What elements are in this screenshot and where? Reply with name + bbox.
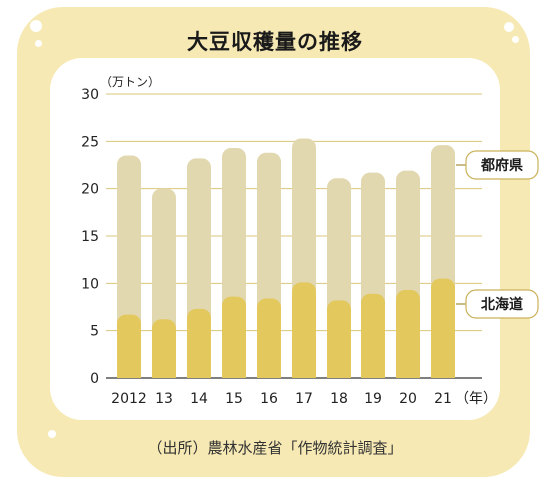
bar-hokkaido-base [187,369,211,378]
decor-dot [504,22,514,32]
bar-hokkaido-base [327,369,351,378]
source-note: （出所）農林水産省「作物統計調査」 [147,439,403,457]
bar-hokkaido [292,282,316,378]
bar-hokkaido-base [222,369,246,378]
x-tick-label: 2012 [111,391,147,407]
bar-hokkaido [257,298,281,378]
x-tick-label: 15 [225,391,243,407]
bars [117,138,455,378]
bar-hokkaido [117,314,141,378]
x-tick-label: 16 [260,391,278,407]
y-tick-label: 25 [81,134,99,150]
y-axis-unit: （万トン） [100,75,160,89]
y-ticks: 0 5 10 15 20 25 30 [81,87,99,387]
y-tick-label: 30 [81,87,99,103]
x-ticks: 2012 13 14 15 16 17 18 19 20 21 [111,391,452,407]
x-tick-label: 20 [399,391,417,407]
decor-dot [48,430,56,438]
bar-hokkaido-base [257,369,281,378]
bar-hokkaido [361,293,385,378]
decor-dot [35,40,42,47]
bar-hokkaido-base [431,369,455,378]
y-tick-label: 5 [90,324,99,340]
bar-hokkaido [327,300,351,378]
x-tick-label: 21 [434,391,452,407]
bar-hokkaido-base [152,369,176,378]
chart-title: 大豆収穫量の推移 [187,30,363,54]
y-tick-label: 10 [81,276,99,292]
decor-dot [30,20,42,32]
x-tick-label: 17 [295,391,313,407]
bar-hokkaido-base [117,369,141,378]
y-tick-label: 15 [81,229,99,245]
y-tick-label: 20 [81,182,99,198]
bar-hokkaido-base [292,369,316,378]
bar-hokkaido-base [361,369,385,378]
legend-label-hokkaido: 北海道 [481,296,523,313]
x-axis-unit: （年） [455,391,497,407]
x-tick-label: 19 [364,391,382,407]
decor-dot [512,36,519,43]
bar-hokkaido [152,319,176,378]
legend-label-prefectures: 都府県 [480,157,523,174]
legend-hokkaido: 北海道 [456,289,539,319]
x-tick-label: 13 [155,391,173,407]
x-tick-label: 18 [330,391,348,407]
bar-hokkaido [187,308,211,378]
bar-hokkaido-base [396,369,420,378]
bar-hokkaido [431,278,455,378]
bar-hokkaido [222,296,246,378]
y-tick-label: 0 [90,371,99,387]
bar-hokkaido [396,289,420,378]
legend-prefectures: 都府県 [456,150,539,180]
x-tick-label: 14 [190,391,208,407]
